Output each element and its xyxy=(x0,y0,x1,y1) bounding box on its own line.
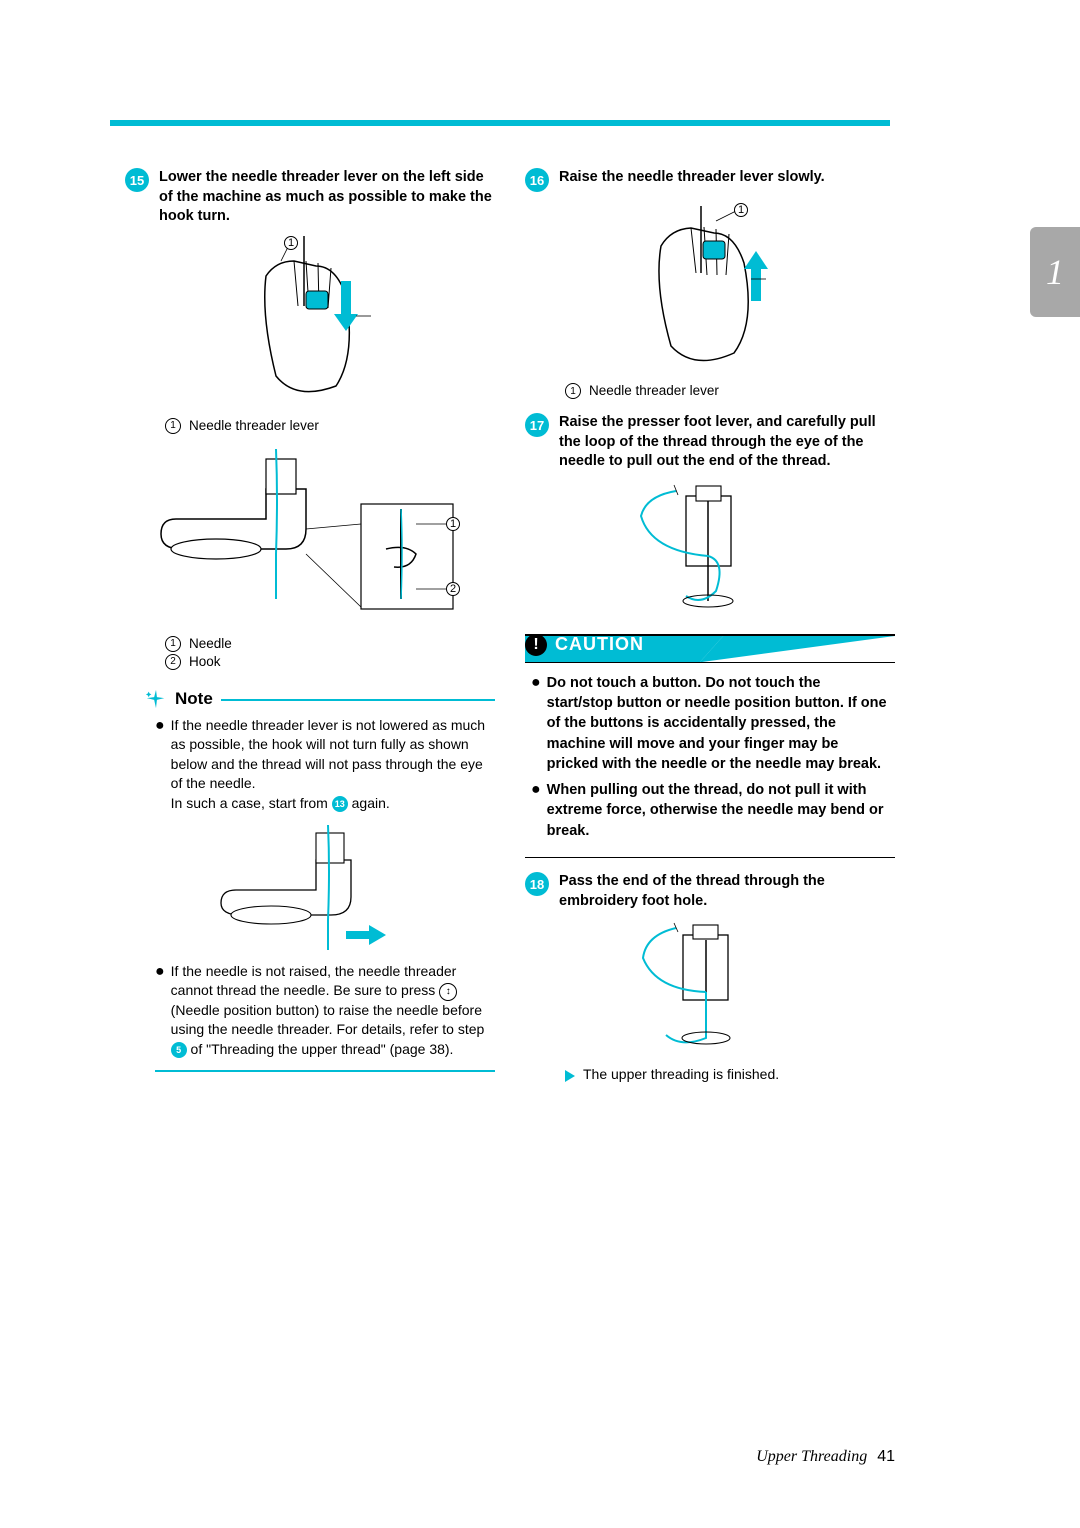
note-text-a: If the needle is not raised, the needle … xyxy=(171,963,457,999)
annot-label: Hook xyxy=(189,654,221,670)
right-column: 16 Raise the needle threader lever slowl… xyxy=(525,168,895,1082)
page-content: 15 Lower the needle threader lever on th… xyxy=(125,168,895,1082)
annot-num: 1 xyxy=(165,636,181,652)
result-text: The upper threading is finished. xyxy=(583,1066,779,1082)
result-row: The upper threading is finished. xyxy=(565,1066,895,1082)
annot-num: 1 xyxy=(165,418,181,434)
caution-body: ● Do not touch a button. Do not touch th… xyxy=(525,662,895,858)
note-bullet-2: ● If the needle is not raised, the needl… xyxy=(155,962,495,1060)
note-bullet-1: ● If the needle threader lever is not lo… xyxy=(155,716,495,814)
callout-1: 1 xyxy=(284,236,298,250)
annotation-list-1: 1 Needle threader lever xyxy=(165,418,495,434)
diagram-hook-fail xyxy=(215,824,395,954)
step-number-badge: 17 xyxy=(525,413,549,437)
note-title: Note xyxy=(175,689,213,709)
caution-text-2: When pulling out the thread, do not pull… xyxy=(547,780,889,841)
annot-label: Needle xyxy=(189,636,232,652)
footer-page-number: 41 xyxy=(877,1448,895,1465)
step-text: Lower the needle threader lever on the l… xyxy=(159,168,495,227)
diagram-foot-hole xyxy=(620,919,790,1054)
note-text-b: (Needle position button) to raise the ne… xyxy=(171,1002,485,1038)
note-bottom-divider xyxy=(155,1070,495,1072)
step-ref-badge: 5 xyxy=(171,1042,187,1058)
annot-num: 1 xyxy=(565,383,581,399)
result-arrow-icon xyxy=(565,1070,575,1082)
sparkle-icon xyxy=(145,688,167,710)
note-header: Note xyxy=(145,688,495,710)
note-text-c: of "Threading the upper thread" (page 38… xyxy=(187,1041,454,1057)
note-text-a: If the needle threader lever is not lowe… xyxy=(171,717,485,792)
bullet-icon: ● xyxy=(531,780,541,841)
note-text-b: In such a case, start from xyxy=(171,795,332,811)
bullet-icon: ● xyxy=(531,673,541,774)
annotation-list-2: 1 Needle 2 Hook xyxy=(165,636,495,670)
step-15: 15 Lower the needle threader lever on th… xyxy=(125,168,495,227)
caution-text-1: Do not touch a button. Do not touch the … xyxy=(547,673,889,774)
note-text: If the needle threader lever is not lowe… xyxy=(171,716,495,814)
note-text: If the needle is not raised, the needle … xyxy=(171,962,495,1060)
footer-section: Upper Threading xyxy=(756,1448,867,1465)
bullet-icon: ● xyxy=(155,716,165,814)
warning-icon: ! xyxy=(525,634,547,656)
step-ref-badge: 13 xyxy=(332,796,348,812)
step-text: Raise the needle threader lever slowly. xyxy=(559,168,825,192)
step-16: 16 Raise the needle threader lever slowl… xyxy=(525,168,895,192)
caution-title: CAUTION xyxy=(555,634,644,655)
top-accent-bar xyxy=(110,120,890,126)
caution-banner: ! CAUTION xyxy=(525,634,895,656)
step-text: Pass the end of the thread through the e… xyxy=(559,872,895,911)
chapter-tab: 1 xyxy=(1030,227,1080,317)
bullet-icon: ● xyxy=(155,962,165,1060)
callout-1: 1 xyxy=(446,517,460,531)
step-number-badge: 15 xyxy=(125,168,149,192)
step-number-badge: 16 xyxy=(525,168,549,192)
callout-2: 2 xyxy=(446,582,460,596)
left-column: 15 Lower the needle threader lever on th… xyxy=(125,168,495,1082)
annotation-list-16: 1 Needle threader lever xyxy=(565,383,895,399)
callout-1: 1 xyxy=(734,203,748,217)
step-18: 18 Pass the end of the thread through th… xyxy=(525,872,895,911)
diagram-pull-loop xyxy=(615,480,795,610)
diagram-hook-turn: 1 2 xyxy=(155,448,455,628)
note-text-c: again. xyxy=(348,795,390,811)
diagram-raise-lever: 1 xyxy=(605,200,815,375)
chapter-tab-number: 1 xyxy=(1046,251,1064,293)
note-divider xyxy=(221,699,495,701)
step-text: Raise the presser foot lever, and carefu… xyxy=(559,413,895,472)
annot-num: 2 xyxy=(165,654,181,670)
page-footer: Upper Threading 41 xyxy=(756,1448,895,1466)
annot-label: Needle threader lever xyxy=(589,383,719,399)
step-number-badge: 18 xyxy=(525,872,549,896)
step-17: 17 Raise the presser foot lever, and car… xyxy=(525,413,895,472)
annot-label: Needle threader lever xyxy=(189,418,319,434)
diagram-lower-lever: 1 xyxy=(205,235,415,410)
needle-position-button-icon: ↕ xyxy=(439,983,457,1001)
